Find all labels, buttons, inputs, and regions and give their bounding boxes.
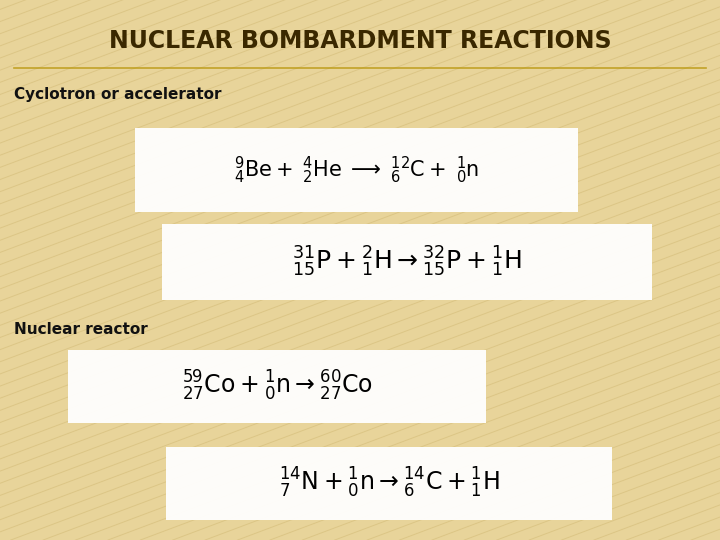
FancyBboxPatch shape <box>162 224 652 300</box>
FancyBboxPatch shape <box>68 350 486 422</box>
Text: Cyclotron or accelerator: Cyclotron or accelerator <box>14 87 222 102</box>
Text: Nuclear reactor: Nuclear reactor <box>14 322 148 337</box>
FancyBboxPatch shape <box>135 128 577 212</box>
Text: $^{14}_{7}\mathrm{N} + ^{1}_{0}\mathrm{n} \rightarrow ^{14}_{6}\mathrm{C} + ^{1}: $^{14}_{7}\mathrm{N} + ^{1}_{0}\mathrm{n… <box>279 466 499 501</box>
Text: NUCLEAR BOMBARDMENT REACTIONS: NUCLEAR BOMBARDMENT REACTIONS <box>109 29 611 52</box>
FancyBboxPatch shape <box>166 447 612 519</box>
Text: $^{31}_{15}\mathrm{P} + ^{2}_{1}\mathrm{H} \rightarrow ^{32}_{15}\mathrm{P} + ^{: $^{31}_{15}\mathrm{P} + ^{2}_{1}\mathrm{… <box>292 245 522 279</box>
Text: $^{59}_{27}\mathrm{Co} + ^{1}_{0}\mathrm{n} \rightarrow ^{60}_{27}\mathrm{Co}$: $^{59}_{27}\mathrm{Co} + ^{1}_{0}\mathrm… <box>181 369 373 403</box>
Text: $^{9}_{4}\mathrm{Be} + \; ^{4}_{2}\mathrm{He} \;\longrightarrow\; ^{12}_{6}\math: $^{9}_{4}\mathrm{Be} + \; ^{4}_{2}\mathr… <box>234 154 479 186</box>
